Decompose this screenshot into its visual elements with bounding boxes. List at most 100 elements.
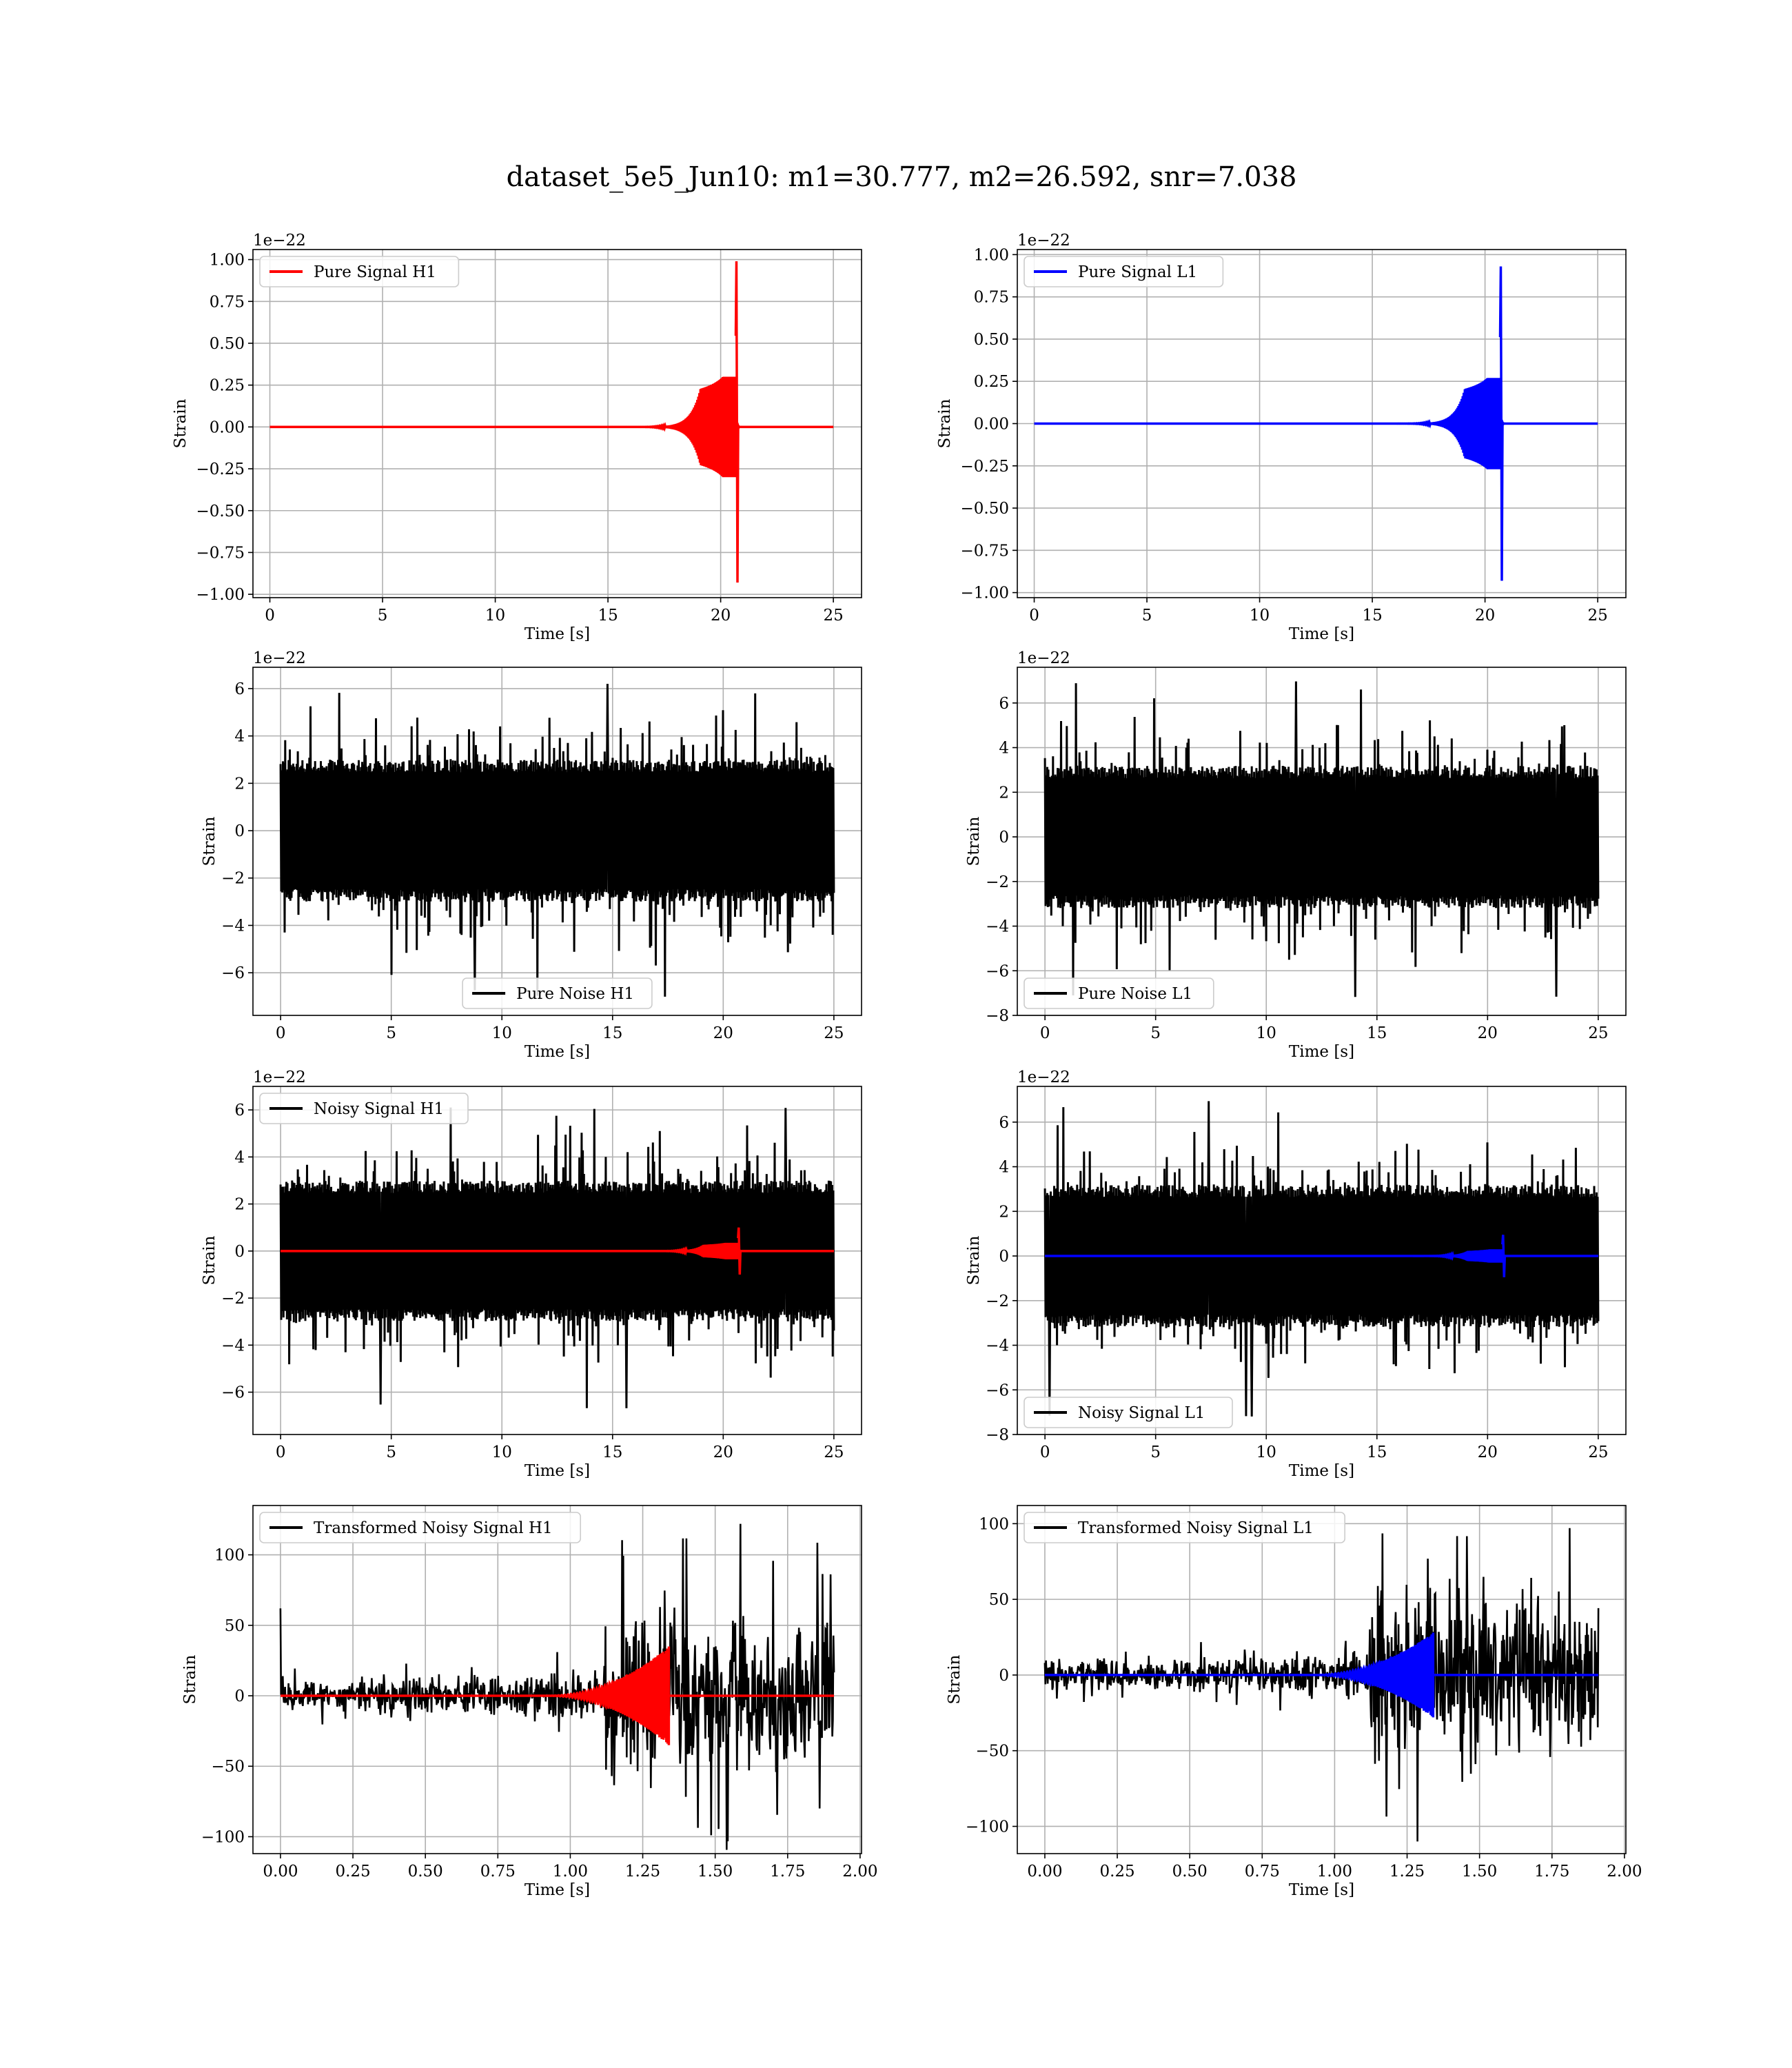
y-tick-label: −6 (986, 1381, 1009, 1399)
legend-box (1024, 977, 1214, 1009)
legend: Transformed Noisy Signal H1 (259, 1512, 582, 1543)
series-line (279, 1107, 835, 1408)
x-tick-label: 1.75 (770, 1863, 805, 1881)
legend-box (462, 977, 653, 1009)
panel-p2: 0 5 10 15 20 25 −6 −4 −2 0 2 4 6 Time [s] Strain 1e−22 P… (201, 649, 862, 1061)
x-tick-label: 20 (713, 1024, 733, 1042)
panel-p4: 0 5 10 15 20 25 −6 −4 −2 0 2 4 6 Time [s] Strain 1e−22 N… (201, 1068, 862, 1480)
x-tick-label: 2.00 (842, 1863, 877, 1881)
y-tick-label: 2 (999, 784, 1009, 802)
y-tick-label: 2 (999, 1203, 1009, 1221)
x-tick-label: 0.75 (1245, 1863, 1280, 1881)
y-tick-label: 0.50 (210, 335, 245, 353)
x-tick-label: 10 (492, 1443, 512, 1461)
y-tick-label: 0 (999, 1248, 1009, 1266)
x-tick-label: 0 (276, 1024, 286, 1042)
y-axis-label: Strain (201, 1235, 218, 1285)
panel-p0: 0 5 10 15 20 25 −1.00 −0.75 −0.50 −0.25 0.00 0.25 0.… (172, 232, 862, 643)
x-tick-label: 5 (386, 1443, 396, 1461)
y-tick-label: −0.25 (196, 460, 245, 478)
x-tick-label: 5 (378, 607, 388, 625)
legend: Noisy Signal H1 (259, 1093, 469, 1124)
legend-label: Pure Noise H1 (516, 985, 634, 1003)
y-tick-label: −50 (975, 1743, 1009, 1761)
x-tick-label: 10 (1250, 607, 1270, 625)
x-tick-label: 10 (1256, 1443, 1276, 1461)
x-tick-label: 0 (1029, 607, 1039, 625)
series-line (1305, 1634, 1434, 1716)
x-tick-label: 15 (598, 607, 618, 625)
legend-box (1024, 256, 1224, 287)
legend: Pure Noise H1 (462, 977, 653, 1009)
x-axis-label: Time [s] (1289, 1881, 1354, 1899)
y-tick-label: −2 (221, 870, 245, 888)
x-tick-label: 15 (1367, 1024, 1387, 1042)
y-tick-label: −6 (986, 962, 1009, 980)
y-tick-label: 50 (225, 1617, 245, 1635)
series-line (279, 683, 835, 997)
y-tick-label: 6 (999, 695, 1009, 713)
x-tick-label: 0.50 (1172, 1863, 1208, 1881)
y-tick-label: −4 (221, 917, 245, 935)
legend-label: Noisy Signal H1 (314, 1100, 444, 1118)
y-tick-label: 4 (999, 740, 1009, 758)
axes-frame (252, 667, 862, 1016)
offset-label: 1e−22 (1017, 649, 1070, 667)
x-axis-label: Time [s] (525, 625, 590, 643)
x-tick-label: 20 (1475, 607, 1495, 625)
y-axis-label: Strain (172, 398, 190, 448)
axes-frame (1017, 1086, 1627, 1435)
y-tick-label: −100 (201, 1828, 245, 1846)
axes-frame (1017, 1505, 1627, 1854)
y-axis-label: Strain (936, 398, 954, 448)
x-tick-label: 25 (1588, 1024, 1608, 1042)
y-tick-label: 0.25 (210, 377, 245, 395)
y-tick-label: −2 (986, 1292, 1009, 1310)
y-tick-label: 4 (234, 728, 245, 746)
x-tick-label: 15 (602, 1443, 622, 1461)
x-tick-label: 0 (1040, 1443, 1050, 1461)
axes-frame (1017, 667, 1627, 1016)
y-tick-label: −2 (221, 1290, 245, 1308)
x-tick-label: 10 (492, 1024, 512, 1042)
y-tick-label: 0 (999, 1667, 1009, 1685)
y-tick-label: −0.50 (196, 503, 245, 520)
x-tick-label: 1.75 (1534, 1863, 1569, 1881)
y-tick-label: 100 (979, 1515, 1009, 1533)
x-tick-label: 15 (1367, 1443, 1387, 1461)
y-tick-label: −8 (986, 1426, 1009, 1444)
y-tick-label: −100 (966, 1818, 1009, 1836)
y-tick-label: −0.50 (961, 500, 1009, 518)
offset-label: 1e−22 (253, 232, 306, 250)
panel-p1: 0 5 10 15 20 25 −1.00 −0.75 −0.50 −0.25 0.00 0.25 0.… (936, 232, 1627, 643)
plot-area (1043, 1101, 1600, 1417)
panel-p5: 0 5 10 15 20 25 −8 −6 −4 −2 0 2 4 6 Time [s] Strain 1e−2… (965, 1068, 1627, 1480)
x-tick-label: 5 (386, 1024, 396, 1042)
x-tick-label: 20 (711, 607, 731, 625)
plot-area (269, 261, 834, 583)
plot-area (279, 1523, 835, 1850)
y-axis-label: Strain (946, 1654, 964, 1704)
y-tick-label: 0 (234, 822, 245, 840)
y-axis-label: Strain (201, 816, 218, 866)
offset-label: 1e−22 (253, 1068, 306, 1086)
x-tick-label: 10 (1256, 1024, 1276, 1042)
x-tick-label: 25 (824, 1024, 844, 1042)
x-tick-label: 0.50 (408, 1863, 443, 1881)
y-tick-label: 0.00 (210, 418, 245, 436)
y-tick-label: 6 (234, 1102, 245, 1119)
y-tick-label: 4 (999, 1159, 1009, 1177)
legend-label: Pure Noise L1 (1078, 985, 1192, 1003)
x-tick-label: 25 (823, 607, 843, 625)
x-tick-label: 15 (1362, 607, 1382, 625)
legend-box (1024, 1512, 1346, 1543)
x-tick-label: 25 (1588, 1443, 1608, 1461)
x-tick-label: 1.25 (1389, 1863, 1425, 1881)
x-tick-label: 0.00 (263, 1863, 298, 1881)
y-tick-label: −0.25 (961, 458, 1009, 476)
x-tick-label: 1.50 (698, 1863, 733, 1881)
x-tick-label: 0.25 (1099, 1863, 1134, 1881)
x-tick-label: 1.00 (1317, 1863, 1352, 1881)
y-tick-label: 0.75 (210, 293, 245, 311)
